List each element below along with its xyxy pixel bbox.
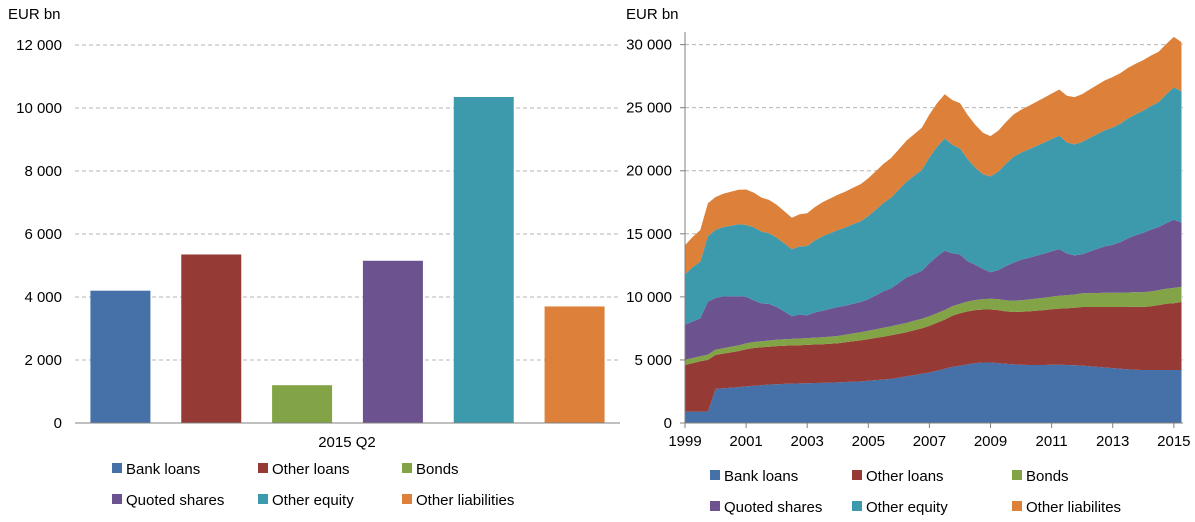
right-x-tick-label: 2003	[791, 433, 824, 450]
right-legend: Bank loans Other loans Bonds Quoted shares O…	[710, 468, 1121, 516]
right-x-tick-label: 2013	[1096, 433, 1129, 450]
right-legend-label: Other liabilites	[1026, 499, 1121, 516]
left-legend-swatch	[112, 463, 122, 473]
left-legend-swatch	[402, 463, 412, 473]
right-x-tick-label: 2011	[1035, 433, 1067, 450]
left-legend-label: Quoted shares	[126, 492, 224, 509]
right-legend-swatch	[710, 501, 720, 511]
right-legend-swatch	[1012, 501, 1022, 511]
right-area-other-equity	[685, 87, 1182, 325]
right-x-tick-label: 2009	[974, 433, 1007, 450]
right-x-tick-label: 2007	[913, 433, 946, 450]
left-y-tick-label: 4 000	[24, 289, 62, 306]
left-bar-chart: EUR bn 0 2 000 4 000 6 000 8 000 10 000 12 000…	[8, 6, 620, 509]
right-area-bank-loans	[685, 362, 1182, 423]
left-category-label: 2015 Q2	[318, 434, 376, 451]
left-legend-swatch	[402, 494, 412, 504]
right-unit-label: EUR bn	[626, 6, 679, 23]
left-legend-swatch	[112, 494, 122, 504]
left-y-tick-label: 12 000	[16, 37, 62, 54]
left-legend-swatch	[258, 494, 268, 504]
left-bar-other-loans	[181, 254, 242, 423]
left-legend-label: Other loans	[272, 461, 350, 478]
right-legend-label: Bonds	[1026, 468, 1069, 485]
right-y-tick-label: 10 000	[626, 289, 672, 306]
right-y-axis-ticks: 0 5 000 10 000 15 000 20 000 25 000 30 000	[626, 37, 685, 432]
right-area-other-loans	[685, 301, 1182, 412]
left-bar-other-liabilities	[544, 306, 605, 423]
right-legend-label: Bank loans	[724, 468, 798, 485]
left-legend-label: Bonds	[416, 461, 459, 478]
left-legend-label: Other equity	[272, 492, 354, 509]
right-x-tick-label: 2015	[1157, 433, 1190, 450]
left-legend: Bank loans Other loans Bonds Quoted shares O…	[112, 461, 514, 509]
right-y-tick-label: 15 000	[626, 226, 672, 243]
right-areas	[685, 36, 1182, 423]
left-gridlines	[75, 44, 620, 361]
right-legend-label: Quoted shares	[724, 499, 822, 516]
right-area-quoted-shares	[685, 219, 1182, 360]
right-area-bonds	[685, 286, 1182, 365]
left-legend-label: Other liabilities	[416, 492, 514, 509]
left-bar-bonds	[272, 385, 333, 423]
right-legend-label: Other equity	[866, 499, 948, 516]
right-legend-swatch	[852, 501, 862, 511]
left-y-tick-label: 8 000	[24, 163, 62, 180]
right-legend-swatch	[1012, 470, 1022, 480]
right-legend-swatch	[852, 470, 862, 480]
left-bar-other-equity	[453, 96, 514, 423]
right-area-chart: EUR bn 0 5 000 10 000 15 000 20 000 25 000 30 …	[626, 6, 1191, 516]
left-y-axis-ticks: 0 2 000 4 000 6 000 8 000 10 000 12 000	[16, 37, 62, 432]
left-y-tick-label: 0	[54, 415, 62, 432]
right-y-tick-label: 20 000	[626, 163, 672, 180]
right-x-axis-ticks: 1999 2001 2003 2005 2007 2009 2011 2013 2015	[668, 423, 1191, 450]
left-unit-label: EUR bn	[8, 6, 61, 23]
right-y-tick-label: 0	[664, 415, 672, 432]
left-y-tick-label: 6 000	[24, 226, 62, 243]
left-legend-label: Bank loans	[126, 461, 200, 478]
left-y-tick-label: 10 000	[16, 100, 62, 117]
right-y-tick-label: 25 000	[626, 100, 672, 117]
left-legend-swatch	[258, 463, 268, 473]
left-y-tick-label: 2 000	[24, 352, 62, 369]
right-x-tick-label: 1999	[668, 433, 701, 450]
left-bar-quoted-shares	[362, 260, 423, 423]
right-y-tick-label: 30 000	[626, 37, 672, 54]
right-x-tick-label: 2001	[729, 433, 762, 450]
right-legend-label: Other loans	[866, 468, 944, 485]
right-legend-swatch	[710, 470, 720, 480]
right-y-tick-label: 5 000	[634, 352, 672, 369]
right-x-tick-label: 2005	[852, 433, 885, 450]
right-area-other-liabilites	[685, 36, 1182, 275]
left-bars	[90, 96, 605, 423]
left-bar-bank-loans	[90, 290, 151, 423]
